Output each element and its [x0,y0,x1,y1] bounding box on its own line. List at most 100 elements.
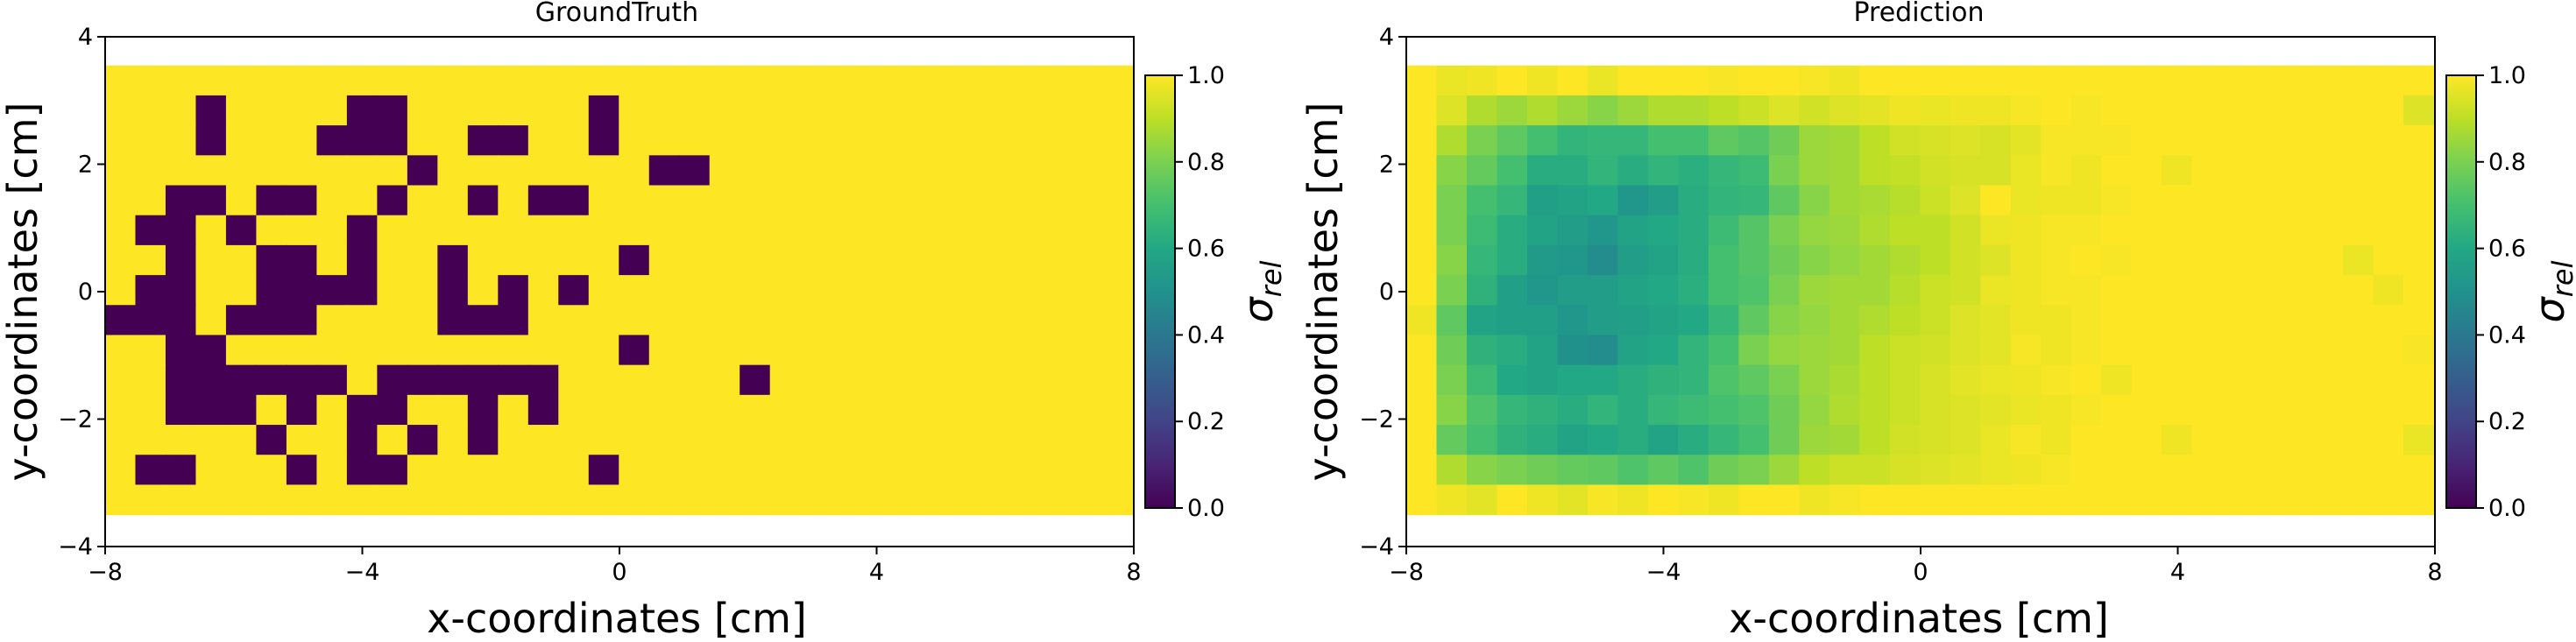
heatmap-cell [1102,65,1134,96]
heatmap-cell [558,185,590,216]
heatmap-cell [286,155,318,187]
heatmap-cell [437,455,469,486]
heatmap-cell [1526,65,1559,96]
heatmap-cell [1859,215,1891,246]
heatmap-cell [105,484,137,516]
heatmap-cell [2162,95,2193,126]
heatmap-cell [1436,394,1468,426]
heatmap-cell [1617,244,1649,276]
heatmap-cell [346,244,378,276]
heatmap-cell [1859,125,1891,156]
heatmap-cell [1587,185,1619,216]
heatmap-cell [769,95,801,126]
heatmap-cell [1072,425,1103,455]
heatmap-cell [2403,65,2435,96]
heatmap-cell [2373,364,2404,396]
heatmap-cell [740,125,771,156]
heatmap-cell [1497,155,1528,187]
heatmap-cell [740,95,771,126]
heatmap-cell [1829,455,1860,486]
heatmap-cell [2070,215,2102,246]
heatmap-cell [225,484,258,516]
heatmap-cell [2070,305,2102,336]
heatmap-cell [619,215,650,246]
heatmap-cell [1011,394,1043,426]
heatmap-cell [316,484,348,516]
heatmap-cell [1102,305,1134,336]
prediction-y-axis-label: y-coordinates [cm] [1299,102,1347,482]
heatmap-cell [1859,394,1891,426]
heatmap-cell [498,305,529,336]
heatmap-cell [2191,185,2223,216]
heatmap-cell [951,275,982,306]
heatmap-cell [2010,364,2042,396]
heatmap-cell [256,215,287,246]
heatmap-cell [2070,425,2102,455]
heatmap-cell [800,394,832,426]
heatmap-cell [467,95,499,126]
heatmap-cell [2041,305,2072,336]
heatmap-cell [2282,394,2314,426]
heatmap-cell [1647,65,1679,96]
heatmap-cell [527,305,559,336]
heatmap-cell [1497,484,1528,516]
heatmap-cell [1889,364,1921,396]
heatmap-cell [648,244,680,276]
heatmap-cell [316,215,348,246]
heatmap-cell [1950,364,1981,396]
heatmap-cell [1617,95,1649,126]
heatmap-cell [1466,484,1498,516]
heatmap-cell [527,335,559,366]
heatmap-cell [2373,125,2404,156]
heatmap-cell [951,335,982,366]
heatmap-cell [1406,394,1438,426]
heatmap-cell [2101,244,2133,276]
heatmap-cell [346,425,378,455]
heatmap-cell [2131,335,2162,366]
heatmap-cell [2131,305,2162,336]
heatmap-cell [467,364,499,396]
heatmap-cell [1708,305,1739,336]
heatmap-cell [1466,185,1498,216]
heatmap-cell [860,95,892,126]
heatmap-cell [981,484,1013,516]
heatmap-cell [1617,394,1649,426]
heatmap-cell [2131,185,2162,216]
heatmap-cell [195,455,227,486]
heatmap-cell [709,425,740,455]
heatmap-cell [1406,125,1438,156]
heatmap-cell [2373,425,2404,455]
heatmap-cell [2191,65,2223,96]
heatmap-cell [2252,305,2283,336]
heatmap-cell [951,185,982,216]
heatmap-cell [1587,394,1619,426]
heatmap-cell [105,394,137,426]
heatmap-cell [437,484,469,516]
heatmap-cell [1406,455,1438,486]
heatmap-cell [498,125,529,156]
heatmap-cell [1768,244,1800,276]
heatmap-cell [2373,215,2404,246]
heatmap-cell [2162,275,2193,306]
heatmap-cell [1799,244,1830,276]
heatmap-cell [830,425,861,455]
heatmap-cell [1708,65,1739,96]
heatmap-cell [1799,484,1830,516]
heatmap-cell [2252,335,2283,366]
heatmap-cell [195,364,227,396]
heatmap-cell [951,244,982,276]
heatmap-cell [316,125,348,156]
heatmap-cell [830,125,861,156]
heatmap-cell [2162,364,2193,396]
heatmap-cell [1738,95,1770,126]
heatmap-cell [1647,484,1679,516]
heatmap-cell [135,185,166,216]
heatmap-cell [105,335,137,366]
heatmap-cell [256,244,287,276]
heatmap-cell [225,364,258,396]
heatmap-cell [1829,394,1860,426]
heatmap-cell [1738,455,1770,486]
heatmap-cell [135,65,166,96]
heatmap-cell [1647,95,1679,126]
heatmap-cell [1738,335,1770,366]
